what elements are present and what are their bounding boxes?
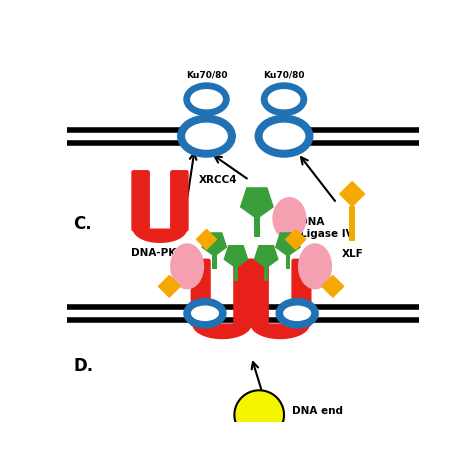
Ellipse shape (267, 89, 301, 109)
Ellipse shape (263, 123, 305, 150)
Ellipse shape (190, 89, 223, 109)
Ellipse shape (170, 243, 204, 290)
Text: DNA
Ligase IV: DNA Ligase IV (300, 217, 353, 238)
Polygon shape (241, 188, 273, 219)
Bar (234, 264, 238, 281)
Polygon shape (322, 275, 344, 297)
Ellipse shape (183, 298, 227, 328)
Polygon shape (134, 229, 186, 242)
Polygon shape (224, 246, 247, 268)
Polygon shape (158, 275, 180, 297)
Polygon shape (193, 324, 251, 338)
Text: DNA end: DNA end (292, 406, 343, 416)
Ellipse shape (283, 306, 311, 321)
Ellipse shape (177, 115, 236, 158)
Ellipse shape (261, 82, 307, 116)
Ellipse shape (275, 298, 319, 328)
Text: Ku70/80: Ku70/80 (263, 71, 305, 80)
Ellipse shape (298, 243, 332, 290)
Ellipse shape (273, 197, 307, 240)
Polygon shape (251, 324, 309, 338)
FancyBboxPatch shape (292, 259, 311, 327)
FancyBboxPatch shape (249, 259, 269, 327)
Text: XLF: XLF (341, 249, 363, 259)
Ellipse shape (183, 82, 230, 116)
Ellipse shape (191, 306, 219, 321)
Polygon shape (202, 233, 227, 256)
Text: DNA-PKcs: DNA-PKcs (131, 248, 189, 258)
FancyBboxPatch shape (233, 259, 254, 327)
Polygon shape (196, 229, 217, 249)
Bar (212, 252, 217, 269)
Text: D.: D. (73, 357, 93, 375)
FancyBboxPatch shape (170, 170, 189, 231)
Text: Ku70/80: Ku70/80 (186, 71, 227, 80)
Polygon shape (235, 390, 284, 439)
Polygon shape (340, 182, 365, 206)
Polygon shape (255, 246, 278, 268)
Polygon shape (285, 229, 306, 249)
Bar (285, 252, 290, 269)
Bar (349, 206, 355, 241)
Polygon shape (276, 233, 300, 256)
Ellipse shape (185, 123, 228, 150)
Bar (254, 213, 260, 237)
Text: XRCC4: XRCC4 (199, 175, 237, 185)
Ellipse shape (255, 115, 313, 158)
Bar (264, 264, 268, 281)
Text: C.: C. (73, 215, 92, 233)
FancyBboxPatch shape (191, 259, 211, 327)
FancyBboxPatch shape (131, 170, 150, 231)
